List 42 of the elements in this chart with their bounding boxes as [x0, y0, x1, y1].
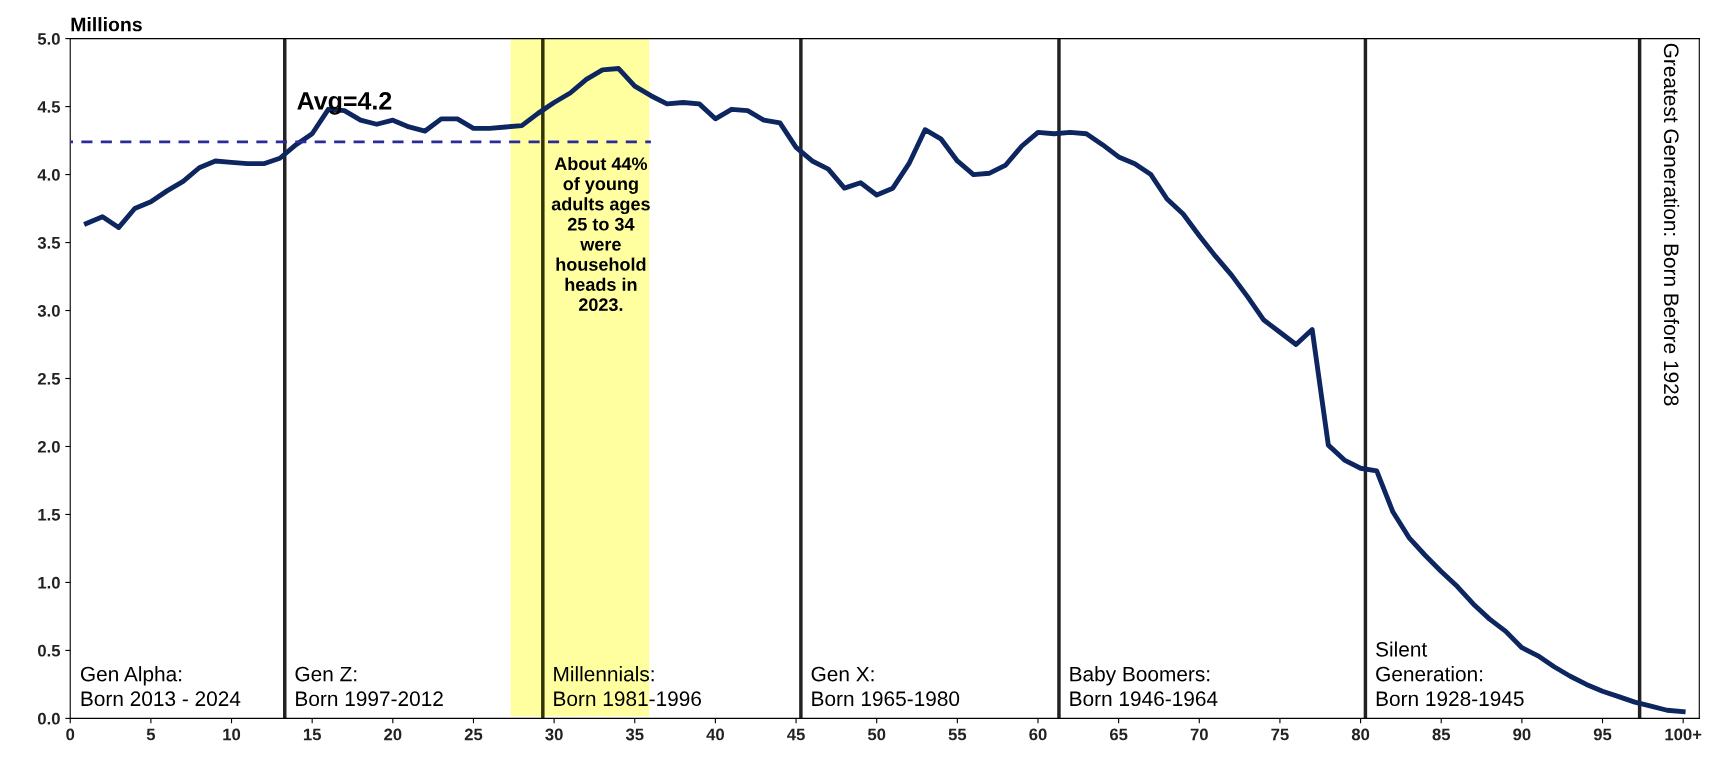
y-tick-label: 4.5	[37, 101, 61, 113]
x-tick-label: 35	[625, 728, 644, 741]
x-tick-label: 95	[1593, 728, 1612, 741]
y-tick-label: 2.0	[37, 440, 60, 453]
x-tick-label: 10	[223, 728, 241, 741]
y-tick-label: 3.0	[37, 304, 60, 317]
annotation: Millennials: Born 1981-1996	[554, 666, 702, 707]
x-tick-label: 80	[1351, 728, 1370, 741]
annotation: Gen Z: Born 1997-2012	[295, 666, 443, 707]
y-axis-title: Millions	[71, 17, 142, 32]
annotation: Gen X: Born 1965-1980	[811, 666, 960, 707]
x-tick-label: 25	[464, 728, 483, 741]
x-tick-label: 75	[1271, 728, 1289, 741]
y-tick-label: 2.5	[37, 372, 61, 385]
x-tick-label: 85	[1432, 728, 1451, 741]
series-label: Avg=4.2	[297, 91, 392, 115]
x-tick-label: 70	[1190, 728, 1208, 741]
y-tick-label: 0.0	[38, 712, 60, 725]
x-tick-label: 65	[1109, 728, 1128, 741]
y-tick-label: 1.0	[38, 576, 60, 589]
x-tick-label: 50	[867, 728, 886, 741]
x-tick-label: 100+	[1665, 728, 1702, 741]
x-tick-label: 0	[66, 728, 75, 741]
x-tick-label: 30	[545, 728, 563, 741]
x-tick-label: 60	[1029, 728, 1047, 741]
y-tick-label: 1.5	[38, 509, 61, 521]
annotation: Greatest Generation: Born Before 1928	[1663, 43, 1680, 406]
y-tick-label: 4.0	[37, 168, 60, 181]
y-tick-label: 5.0	[37, 33, 60, 45]
band-label: About 44% of young adults ages 25 to 34 were household heads in 2023.	[551, 156, 650, 312]
x-tick-label: 55	[948, 728, 967, 741]
x-tick-label: 45	[787, 728, 805, 741]
annotation: Baby Boomers: Born 1946-1964	[1070, 666, 1218, 707]
x-tick-label: 20	[384, 728, 402, 741]
x-tick-label: 40	[706, 728, 724, 741]
y-tick-label: 3.5	[37, 236, 61, 249]
annotation: Silent Generation: Born 1928-1945	[1376, 641, 1524, 707]
y-tick-label: 0.5	[38, 644, 61, 657]
x-tick-label: 15	[303, 728, 321, 741]
x-tick-label: 5	[146, 728, 156, 741]
x-tick-label: 90	[1513, 728, 1531, 741]
annotation: Gen Alpha: Born 2013 - 2024	[80, 666, 241, 707]
